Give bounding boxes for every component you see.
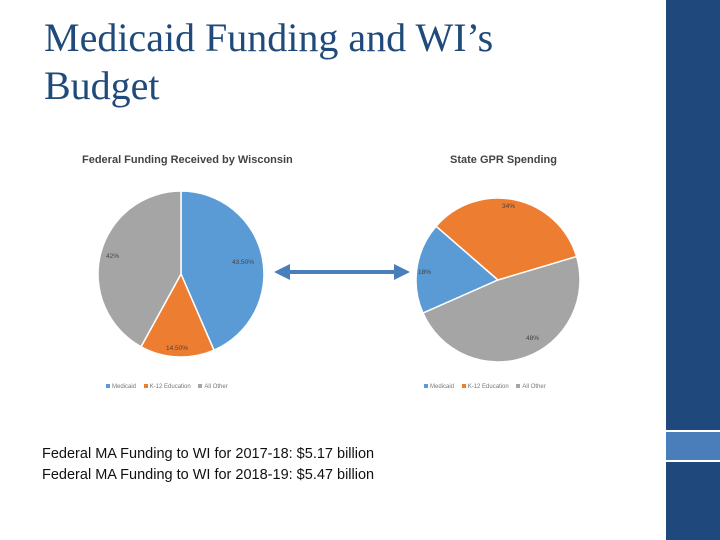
slide-title-line1: Medicaid Funding and WI’s bbox=[44, 15, 494, 60]
chart2-legend-other: All Other bbox=[522, 384, 546, 390]
chart1-slice-other bbox=[97, 190, 182, 348]
chart2-label-k12: 34% bbox=[502, 203, 515, 210]
chart1-slice-medicaid bbox=[180, 190, 265, 352]
sidebar-divider bbox=[666, 460, 720, 462]
chart1-label-other: 42% bbox=[106, 253, 119, 260]
funding-note-2018: Federal MA Funding to WI for 2018-19: $5… bbox=[42, 467, 375, 483]
legend-swatch-medicaid bbox=[106, 384, 110, 389]
sidebar-accent-light bbox=[666, 432, 720, 460]
funding-note-2017: Federal MA Funding to WI for 2017-18: $5… bbox=[42, 446, 375, 462]
chart2-slice-k12 bbox=[435, 197, 578, 281]
chart1-legend: Medicaid K-12 Education All Other bbox=[100, 384, 228, 390]
slide-title-line2: Budget bbox=[44, 63, 160, 108]
chart2-label-medicaid: 18% bbox=[418, 269, 431, 276]
chart1-title: Federal Funding Received by Wisconsin bbox=[82, 154, 293, 166]
double-arrow-icon bbox=[274, 264, 410, 280]
chart2-slice-medicaid bbox=[415, 225, 500, 315]
charts-image: Federal Funding Received by Wisconsin St… bbox=[78, 148, 608, 410]
slide-title: Medicaid Funding and WI’s Budget bbox=[44, 14, 644, 110]
chart2-slice-other bbox=[421, 255, 581, 363]
legend-swatch-other bbox=[198, 384, 203, 389]
chart1-legend-other: All Other bbox=[204, 384, 228, 390]
chart2-legend: Medicaid K-12 Education All Other bbox=[418, 384, 546, 390]
chart2-legend-k12: K-12 Education bbox=[467, 384, 509, 390]
funding-notes: Federal MA Funding to WI for 2017-18: $5… bbox=[42, 444, 374, 486]
chart1-label-k12: 14.50% bbox=[166, 345, 188, 352]
legend-swatch-medicaid bbox=[424, 384, 428, 389]
sidebar-divider bbox=[666, 430, 720, 432]
chart1-slice-k12 bbox=[139, 272, 215, 358]
chart2-title: State GPR Spending bbox=[450, 154, 557, 166]
chart1-legend-medicaid: Medicaid bbox=[112, 384, 137, 390]
chart2-label-other: 48% bbox=[526, 335, 539, 342]
chart1-label-medicaid: 43.50% bbox=[232, 259, 254, 266]
charts-svg: 43.50% 14.50% 42% 18% 34% 48% bbox=[97, 190, 581, 363]
chart2-legend-medicaid: Medicaid bbox=[430, 384, 455, 390]
chart1-legend-k12: K-12 Education bbox=[149, 384, 191, 390]
legend-swatch-other bbox=[516, 384, 521, 389]
legend-swatch-k12 bbox=[143, 384, 148, 389]
legend-swatch-k12 bbox=[461, 384, 466, 389]
